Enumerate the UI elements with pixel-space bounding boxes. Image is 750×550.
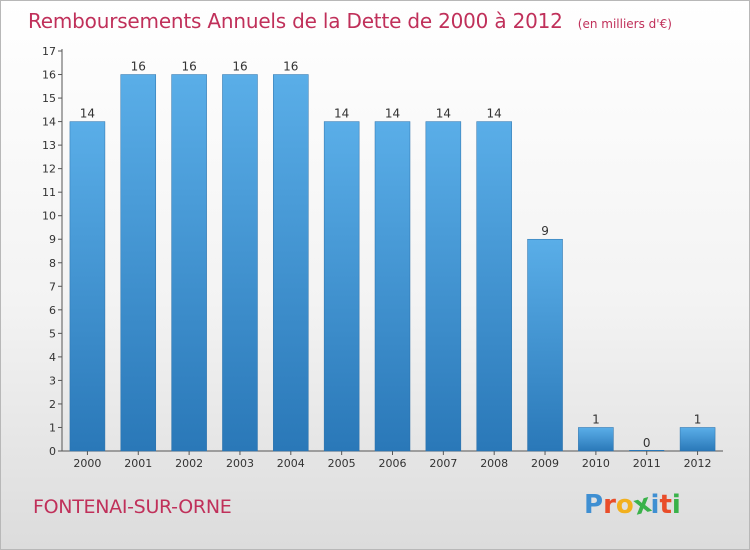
- data-label-2011: 0: [643, 436, 651, 450]
- brand-letter: r: [603, 490, 616, 520]
- y-tick-label: 10: [42, 210, 56, 223]
- data-label-2005: 14: [334, 107, 349, 121]
- data-label-2006: 14: [385, 107, 400, 121]
- bar-2004: [273, 74, 309, 452]
- x-tick-label: 2011: [633, 457, 661, 470]
- y-tick-label: 12: [42, 163, 56, 176]
- y-tick-label: 16: [42, 69, 56, 82]
- y-tick-label: 1: [49, 421, 56, 434]
- data-label-2001: 16: [131, 60, 146, 74]
- brand-letter: P: [584, 490, 604, 520]
- x-tick-label: 2005: [328, 457, 356, 470]
- data-label-2010: 1: [592, 412, 600, 426]
- brand-letter: o: [615, 490, 634, 520]
- bar-2010: [578, 427, 614, 452]
- y-tick-label: 5: [49, 327, 56, 340]
- bar-2003: [222, 74, 258, 452]
- x-tick-label: 2002: [175, 457, 203, 470]
- x-tick-label: 2004: [277, 457, 305, 470]
- bar-2002: [171, 74, 207, 452]
- bar-2005: [323, 121, 360, 452]
- bar-2006: [374, 121, 411, 452]
- bar-2000: [69, 121, 106, 452]
- data-label-2012: 1: [694, 412, 702, 426]
- y-tick-label: 3: [49, 374, 56, 387]
- title-row: Remboursements Annuels de la Dette de 20…: [28, 9, 672, 33]
- bar-2008: [476, 121, 512, 452]
- bar-2001: [120, 74, 157, 452]
- y-tick-label: 8: [49, 257, 56, 270]
- y-tick-label: 9: [49, 233, 56, 246]
- y-tick-label: 7: [49, 280, 56, 293]
- y-tick-label: 11: [42, 186, 56, 199]
- x-tick-label: 2006: [379, 457, 407, 470]
- commune-name: FONTENAI-SUR-ORNE: [33, 496, 232, 518]
- y-tick-label: 17: [42, 45, 56, 58]
- y-tick-label: 13: [42, 139, 56, 152]
- brand-logo: Proxiti: [584, 488, 681, 521]
- bar-2012: [679, 427, 716, 452]
- x-tick-label: 2003: [226, 457, 254, 470]
- data-label-2009: 9: [541, 224, 549, 238]
- data-label-2007: 14: [436, 107, 451, 121]
- brand-letter: i: [671, 490, 681, 520]
- chart-title: Remboursements Annuels de la Dette de 20…: [28, 9, 563, 33]
- brand-letter: i: [650, 490, 660, 520]
- bar-2007: [425, 121, 462, 452]
- x-tick-label: 2001: [124, 457, 152, 470]
- chart-subtitle: (en milliers d'€): [577, 17, 672, 31]
- y-tick-label: 6: [49, 304, 56, 317]
- x-tick-label: 2012: [684, 457, 712, 470]
- bars: [69, 74, 716, 452]
- data-label-2002: 16: [181, 60, 196, 74]
- data-labels: 14 16 16 16 16 14 14 14 14 9 1 0 1: [80, 60, 702, 450]
- bar-2011: [629, 450, 665, 451]
- y-tick-label: 0: [49, 445, 56, 458]
- data-label-2003: 16: [232, 60, 247, 74]
- data-label-2000: 14: [80, 107, 95, 121]
- y-tick-label: 2: [49, 398, 56, 411]
- data-label-2008: 14: [487, 107, 502, 121]
- x-tick-label: 2010: [582, 457, 610, 470]
- x-tick-label: 2007: [429, 457, 457, 470]
- bar-2009: [527, 238, 563, 452]
- y-tick-label: 15: [42, 92, 56, 105]
- brand-letter: t: [659, 490, 672, 520]
- x-tick-label: 2008: [480, 457, 508, 470]
- x-tick-label: 2009: [531, 457, 559, 470]
- data-label-2004: 16: [283, 60, 298, 74]
- y-tick-label: 4: [49, 351, 56, 364]
- x-tick-label: 2000: [73, 457, 101, 470]
- y-tick-label: 14: [42, 116, 56, 129]
